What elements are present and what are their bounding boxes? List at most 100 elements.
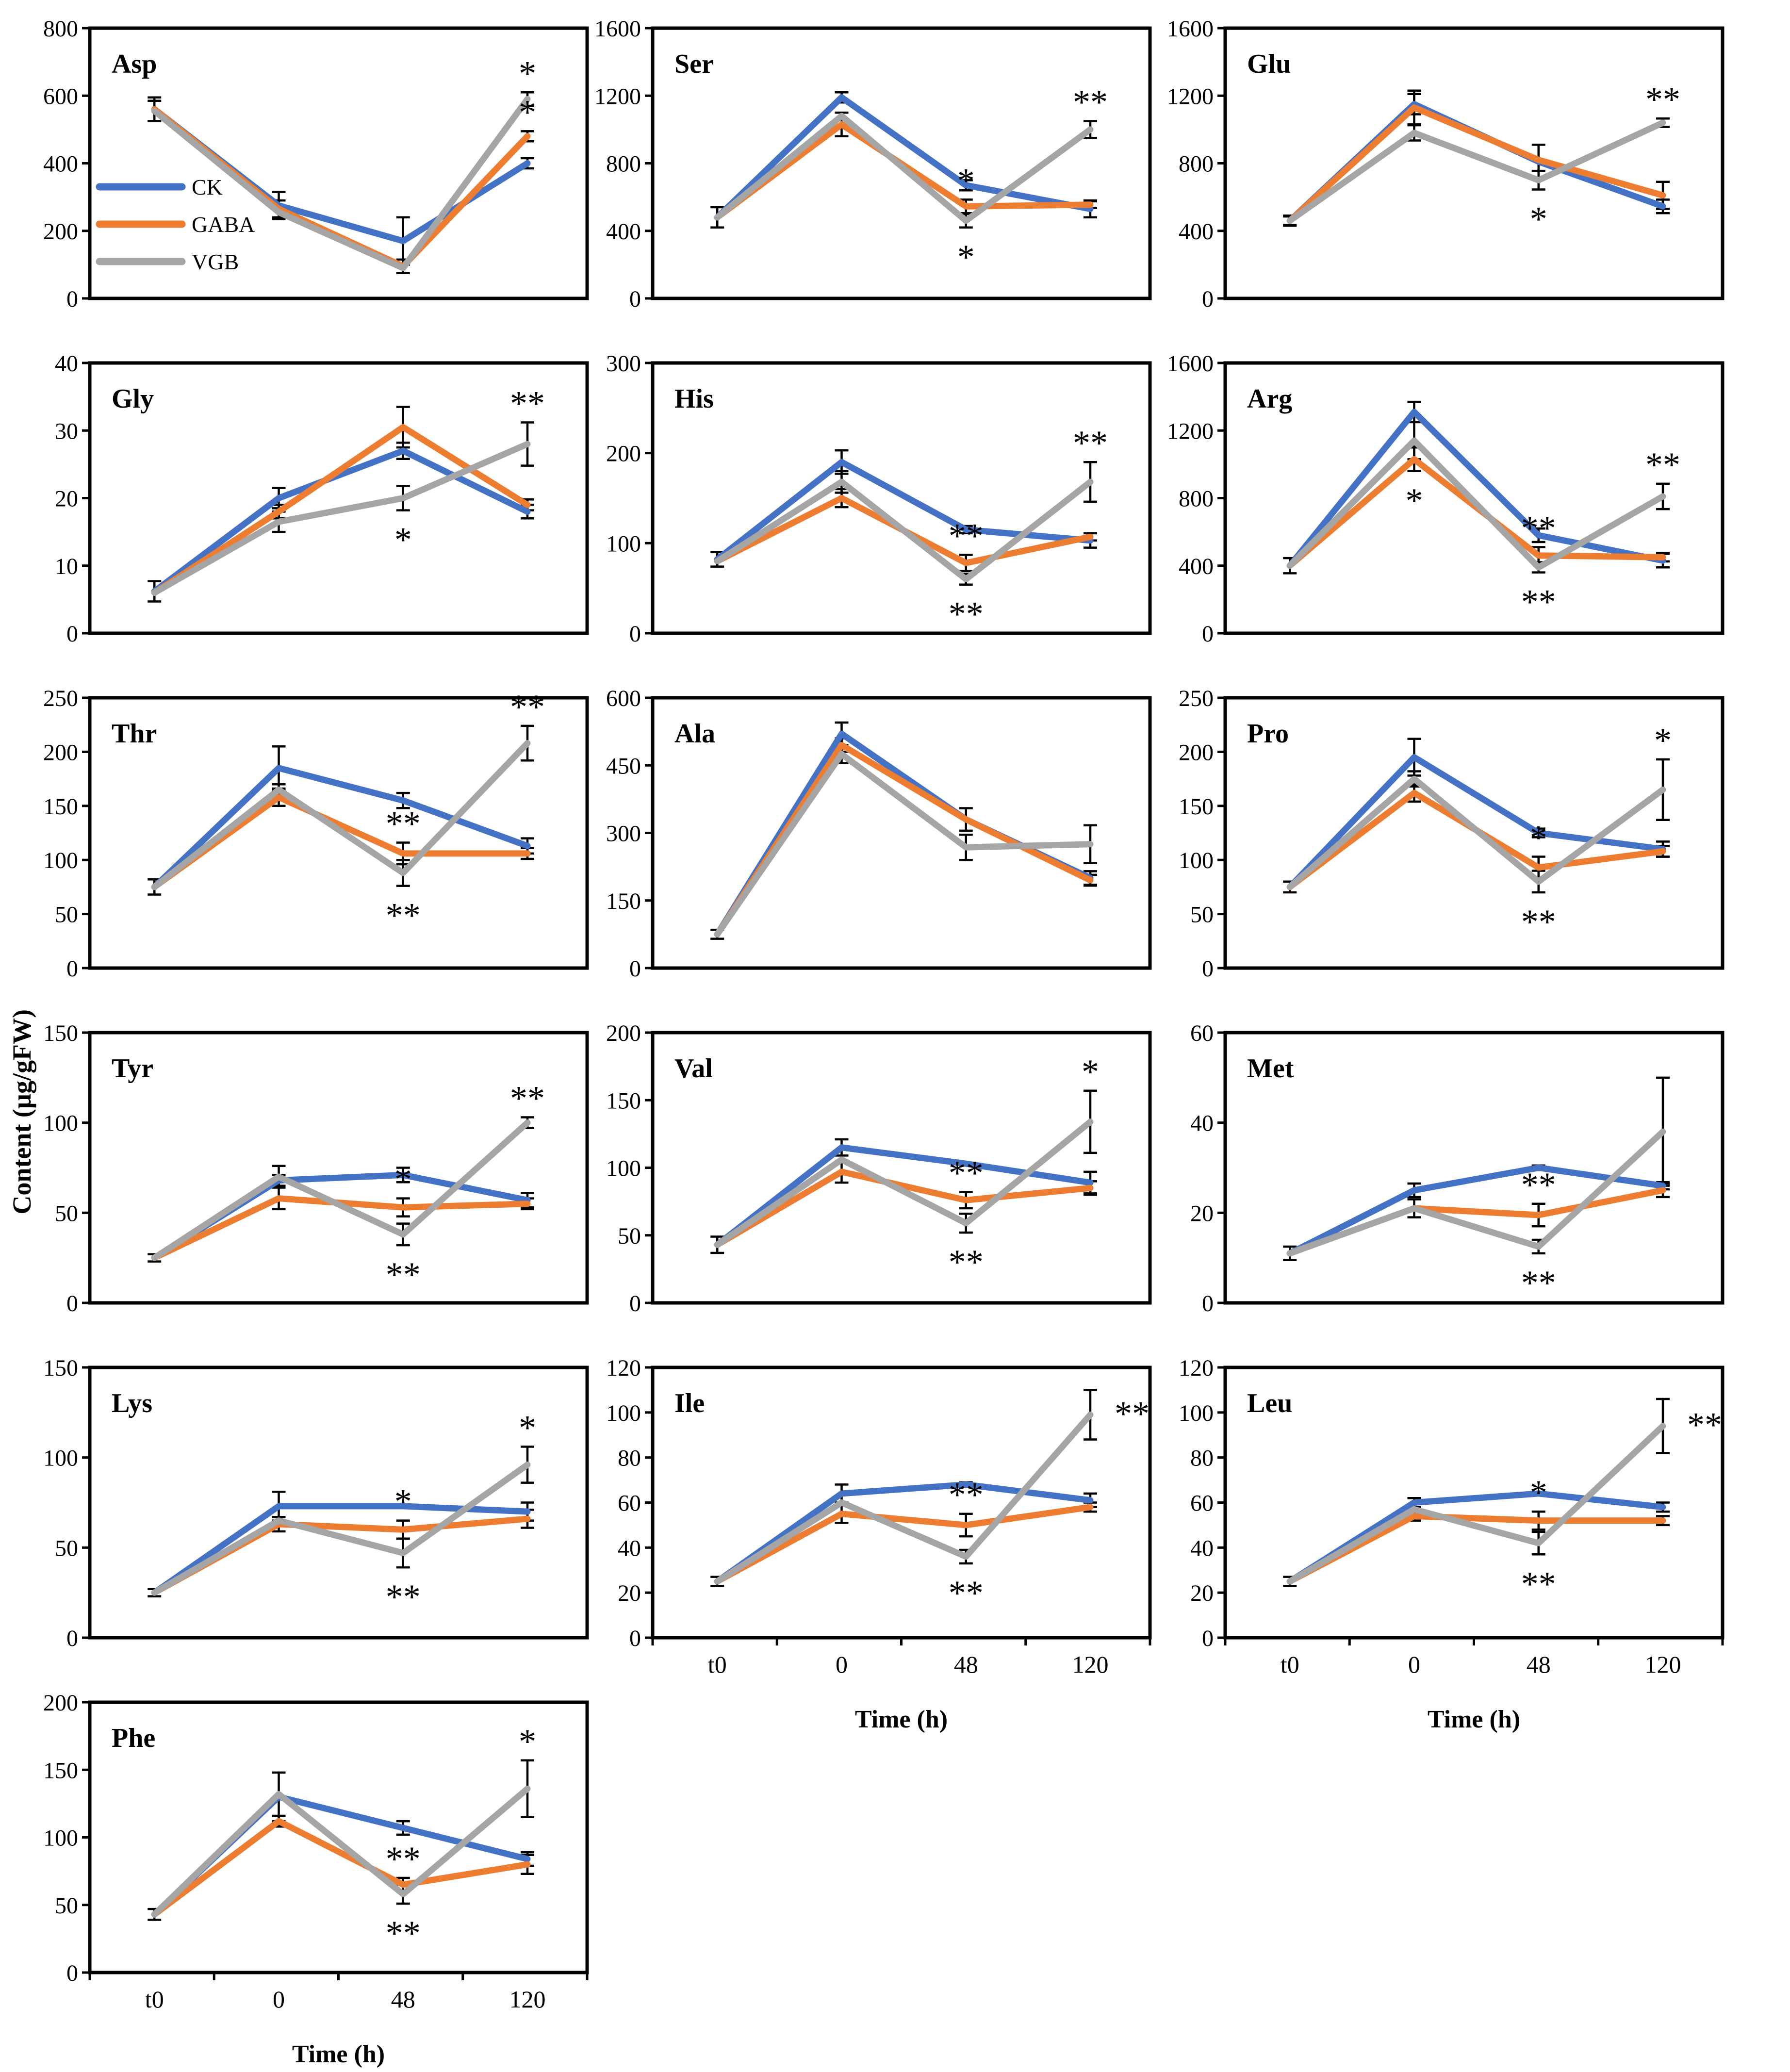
- y-tick-label: 100: [606, 1156, 641, 1182]
- series-line-vgb: [151, 740, 531, 890]
- x-axis-title: Time (h): [855, 1706, 948, 1733]
- y-tick-label: 150: [43, 1355, 78, 1381]
- y-tick-label: 0: [629, 1291, 641, 1316]
- significance-star: *: [394, 1482, 412, 1521]
- y-tick-label: 0: [66, 956, 78, 982]
- x-tick-label: 120: [1645, 1651, 1681, 1678]
- y-tick-label: 100: [43, 1111, 78, 1136]
- plot-frame: [651, 1031, 1152, 1305]
- y-tick-label: 200: [43, 740, 78, 765]
- significance-star: *: [519, 1722, 536, 1761]
- series-line-ck: [1286, 101, 1666, 224]
- y-tick-label: 100: [1179, 848, 1214, 873]
- y-tick-label: 0: [629, 1626, 641, 1651]
- plot-frame: [651, 26, 1152, 300]
- significance-star: **: [949, 1243, 984, 1282]
- y-tick-label: 400: [606, 219, 641, 245]
- panel-his: 0 100 200 300 ** ** ** His: [606, 351, 1152, 647]
- plot-frame: [651, 361, 1152, 635]
- y-tick-label: 600: [606, 686, 641, 711]
- panel-title: Phe: [112, 1723, 155, 1753]
- significance-star: *: [519, 54, 536, 93]
- y-tick-label: 150: [43, 794, 78, 820]
- y-tick-label: 120: [606, 1355, 641, 1381]
- panel-title: Tyr: [112, 1053, 153, 1084]
- panel-column-2: 0 400 800 1200 1600 * * ** Ser 0 100 200 300 ** ** ** Hi…: [580, 15, 1162, 1737]
- plot-frame: [1223, 26, 1724, 300]
- panel-ala: 0 150 300 450 600 Ala: [606, 686, 1152, 982]
- panel-title: Gly: [112, 384, 154, 414]
- y-tick-label: 1200: [1167, 83, 1214, 109]
- series-line-vgb: [151, 1119, 531, 1261]
- y-tick-label: 1200: [594, 83, 641, 109]
- y-tick-label: 0: [66, 1291, 78, 1316]
- y-tick-label: 800: [1179, 486, 1214, 512]
- panel-title: Leu: [1247, 1388, 1292, 1418]
- series-line-vgb: [151, 1462, 531, 1596]
- series-line-ck: [714, 730, 1094, 937]
- significance-star: **: [1645, 80, 1680, 119]
- panel-title: Lys: [112, 1388, 152, 1418]
- series-line-vgb: [151, 441, 531, 596]
- plot-frame: [651, 1365, 1152, 1640]
- panel-asp: 0 200 400 600 800 ** Asp CK GABA VGB: [43, 16, 589, 312]
- y-tick-label: 50: [1190, 902, 1214, 928]
- series-line-vgb: [1286, 1128, 1666, 1257]
- series-line-ck: [151, 1171, 531, 1261]
- significance-star: **: [1521, 583, 1556, 622]
- y-tick-label: 150: [43, 1020, 78, 1046]
- significance-star: **: [1073, 82, 1108, 121]
- y-tick-label: 300: [606, 351, 641, 377]
- y-tick-label: 60: [1190, 1020, 1214, 1046]
- significance-star: *: [1406, 481, 1423, 520]
- y-tick-label: 20: [1190, 1200, 1214, 1226]
- significance-star: **: [949, 1574, 984, 1612]
- panel-ile: 0 20 40 60 80 100 120 ** ** ** Ile t0 0 48 120 Time (h): [606, 1355, 1152, 1733]
- significance-star: **: [386, 1578, 421, 1616]
- series-line-ck: [714, 94, 1094, 221]
- significance-star: **: [510, 688, 545, 726]
- panel-title: Glu: [1247, 49, 1291, 79]
- panel-title: His: [674, 384, 714, 414]
- y-tick-label: 200: [43, 1690, 78, 1716]
- y-tick-label: 50: [55, 902, 78, 928]
- significance-star: *: [1530, 1473, 1547, 1512]
- series-line-vgb: [714, 1118, 1094, 1248]
- x-tick-label: t0: [145, 1986, 164, 2013]
- significance-star: **: [1073, 424, 1108, 462]
- series-line-ck: [1286, 409, 1666, 569]
- y-tick-label: 0: [66, 1960, 78, 1986]
- y-tick-label: 120: [1179, 1355, 1214, 1381]
- x-tick-label: 0: [1408, 1651, 1420, 1678]
- y-tick-label: 100: [606, 1400, 641, 1426]
- series-line-vgb: [714, 751, 1094, 937]
- series-line-ck: [151, 1503, 531, 1596]
- significance-star: *: [1530, 199, 1547, 238]
- panel-thr: 0 50 100 150 200 250 ** ** ** Thr: [43, 686, 589, 982]
- significance-star: **: [386, 805, 421, 843]
- plot-frame: [88, 1031, 589, 1305]
- y-tick-label: 40: [1190, 1535, 1214, 1561]
- y-tick-label: 80: [618, 1446, 641, 1471]
- panel-title: Arg: [1247, 384, 1292, 414]
- significance-star: **: [1521, 509, 1556, 547]
- significance-star: *: [957, 161, 975, 200]
- significance-star: **: [1521, 1264, 1556, 1302]
- y-tick-label: 400: [43, 151, 78, 177]
- series-line-vgb: [1286, 119, 1666, 224]
- x-tick-label: 48: [954, 1651, 978, 1678]
- y-tick-label: 250: [43, 686, 78, 711]
- plot-frame: [88, 696, 589, 970]
- series-line-vgb: [714, 478, 1094, 583]
- significance-star: **: [1115, 1394, 1150, 1433]
- significance-star: **: [386, 1914, 421, 1953]
- series-line-vgb: [1286, 1423, 1666, 1585]
- significance-star: **: [1521, 1166, 1556, 1204]
- y-tick-label: 0: [66, 286, 78, 312]
